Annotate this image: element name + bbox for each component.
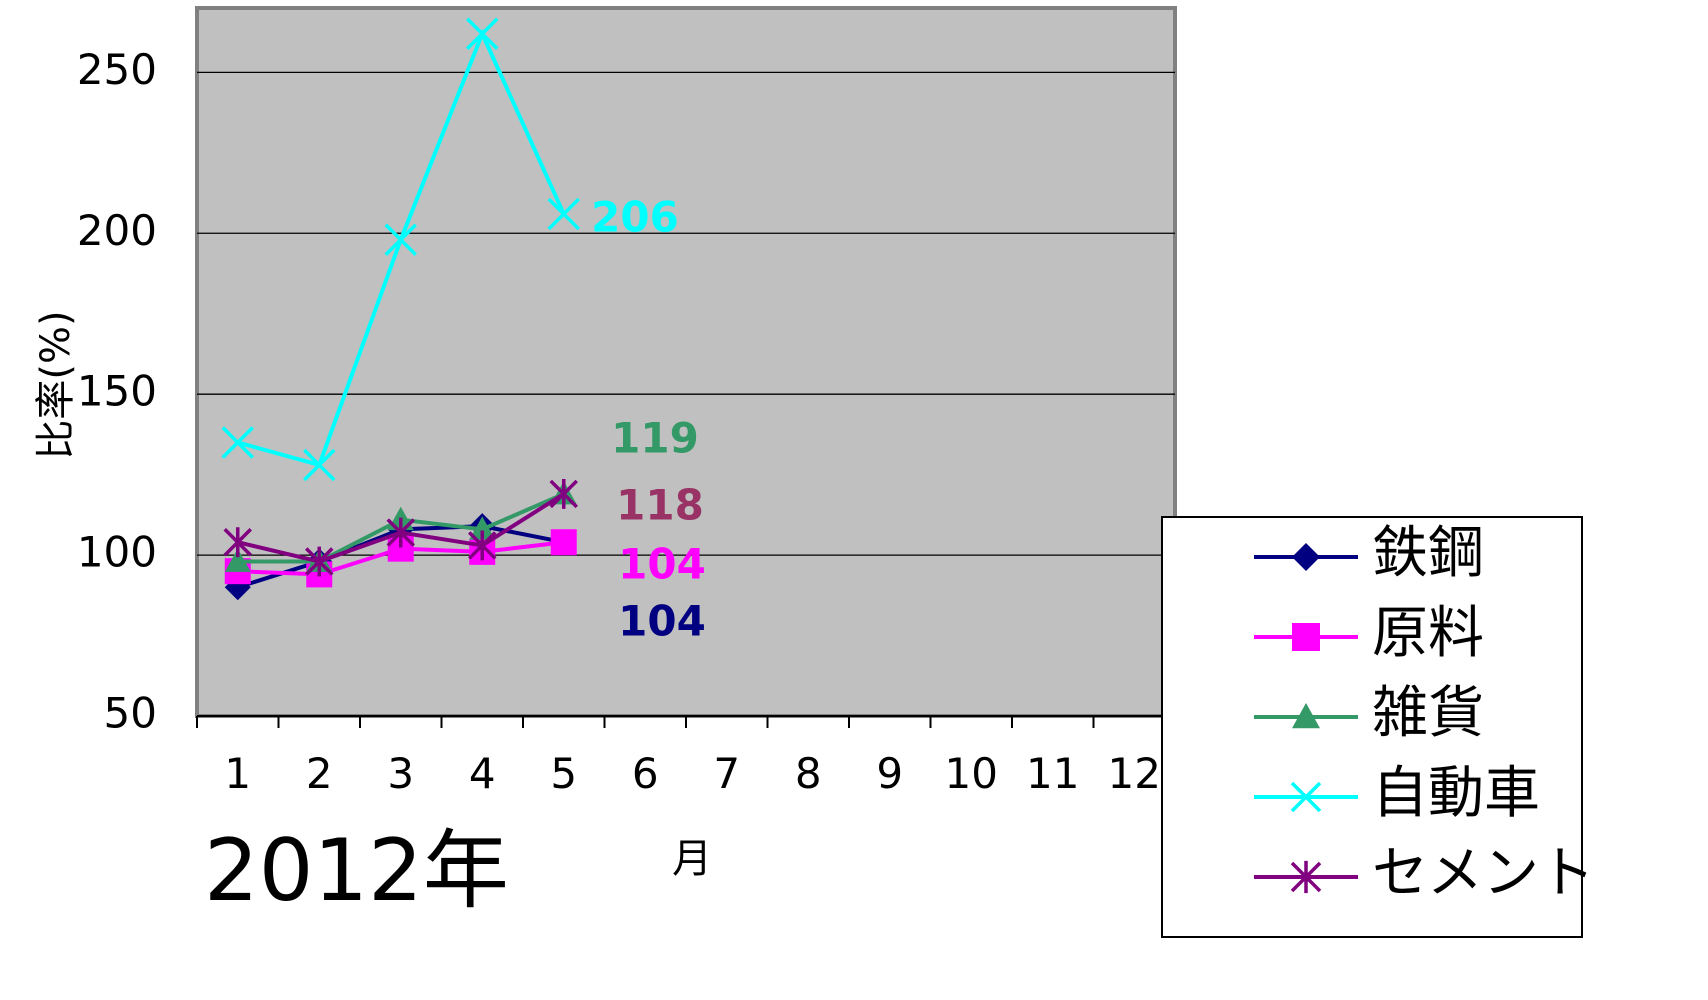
x-tick-label: 1 [224, 749, 251, 798]
year-label: 2012年 [204, 821, 509, 921]
data-point [1290, 860, 1322, 894]
data-point [224, 548, 251, 572]
data-point [550, 529, 577, 556]
data-point [549, 478, 578, 509]
end-labels: 104 104 119 206 118 [591, 193, 706, 646]
data-point [469, 516, 496, 540]
x-tick-label: 8 [795, 749, 822, 798]
data-point [384, 223, 417, 256]
x-tick-label: 6 [632, 749, 659, 798]
data-point [305, 546, 334, 577]
data-point [386, 517, 415, 548]
legend-label: 自動車 [1372, 761, 1540, 826]
data-point [468, 530, 497, 561]
legend-entry: 鉄鋼 [1254, 521, 1484, 586]
y-axis-tick-labels: 50 100 150 200 250 [77, 45, 157, 738]
x-tick-label: 5 [550, 749, 577, 798]
legend-entry: 自動車 [1254, 761, 1540, 826]
legend-entry: 原料 [1254, 601, 1484, 666]
x-tick-label: 3 [387, 749, 414, 798]
x-tick-label: 10 [945, 749, 998, 798]
x-tick-label: 9 [876, 749, 903, 798]
data-point [1292, 703, 1320, 729]
end-value-label: 104 [618, 597, 706, 646]
data-point [1292, 543, 1320, 571]
y-tick-label: 150 [77, 367, 157, 416]
y-axis-title: 比率(%) [33, 310, 79, 459]
x-tick-label: 12 [1108, 749, 1161, 798]
y-tick-label: 200 [77, 206, 157, 255]
x-tick-label: 2 [306, 749, 333, 798]
data-point [466, 17, 499, 50]
legend-entry: 雑貨 [1254, 681, 1484, 746]
series-5 [223, 478, 578, 577]
data-point [547, 197, 580, 231]
legend-label: 鉄鋼 [1372, 521, 1484, 586]
data-point [303, 448, 336, 482]
x-axis-tick-labels: 1 2 3 4 5 6 7 8 9 10 11 12 [224, 749, 1161, 798]
plot-area [195, 6, 1177, 718]
x-tick-label: 11 [1026, 749, 1079, 798]
data-point [1292, 623, 1320, 651]
y-tick-label: 250 [77, 45, 157, 94]
x-axis-title: 月 [672, 836, 712, 882]
y-tick-label: 50 [104, 689, 157, 738]
legend-label: 雑貨 [1372, 681, 1484, 746]
gridlines [197, 71, 1175, 556]
data-point [1290, 781, 1322, 813]
legend-label: 原料 [1372, 601, 1484, 666]
legend-box [1161, 516, 1583, 938]
y-tick-label: 100 [77, 528, 157, 577]
end-value-label: 104 [618, 540, 706, 589]
end-value-label: 119 [611, 414, 699, 463]
end-value-label: 206 [591, 193, 679, 242]
data-point [221, 426, 254, 459]
series-layer [221, 17, 580, 601]
legend-entry: セメント [1254, 841, 1595, 906]
data-point [223, 527, 252, 558]
end-value-label: 118 [616, 481, 704, 530]
legend-label: セメント [1372, 841, 1595, 906]
x-tick-label: 7 [713, 749, 740, 798]
series-4 [221, 17, 580, 482]
x-tick-label: 4 [469, 749, 496, 798]
